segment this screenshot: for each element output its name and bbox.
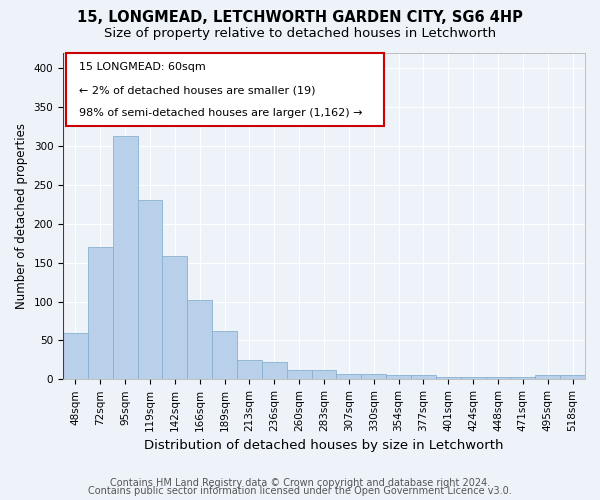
Bar (361, 374, 386, 380)
Y-axis label: Number of detached properties: Number of detached properties (15, 123, 28, 309)
Bar (237, 360, 262, 380)
Text: Contains public sector information licensed under the Open Government Licence v3: Contains public sector information licen… (88, 486, 512, 496)
Bar (535, 376, 560, 380)
Bar (113, 136, 137, 380)
FancyBboxPatch shape (65, 52, 384, 126)
Text: 15 LONGMEAD: 60sqm: 15 LONGMEAD: 60sqm (79, 62, 205, 72)
Bar (88, 247, 113, 380)
Bar (137, 200, 163, 380)
Text: 98% of semi-detached houses are larger (1,162) →: 98% of semi-detached houses are larger (… (79, 108, 362, 118)
Text: Size of property relative to detached houses in Letchworth: Size of property relative to detached ho… (104, 28, 496, 40)
Bar (187, 300, 212, 380)
Bar (337, 374, 361, 380)
Text: 15, LONGMEAD, LETCHWORTH GARDEN CITY, SG6 4HP: 15, LONGMEAD, LETCHWORTH GARDEN CITY, SG… (77, 10, 523, 25)
Bar (411, 376, 436, 380)
Bar (436, 377, 461, 380)
Text: Contains HM Land Registry data © Crown copyright and database right 2024.: Contains HM Land Registry data © Crown c… (110, 478, 490, 488)
Bar (386, 376, 411, 380)
Bar (461, 377, 485, 380)
Bar (511, 377, 535, 380)
Bar (560, 376, 585, 380)
Text: ← 2% of detached houses are smaller (19): ← 2% of detached houses are smaller (19) (79, 85, 315, 95)
Bar (485, 377, 511, 380)
Bar (287, 370, 311, 380)
Bar (63, 332, 88, 380)
Bar (262, 362, 287, 380)
Bar (311, 370, 337, 380)
Bar (163, 256, 187, 380)
X-axis label: Distribution of detached houses by size in Letchworth: Distribution of detached houses by size … (144, 440, 504, 452)
Bar (212, 331, 237, 380)
